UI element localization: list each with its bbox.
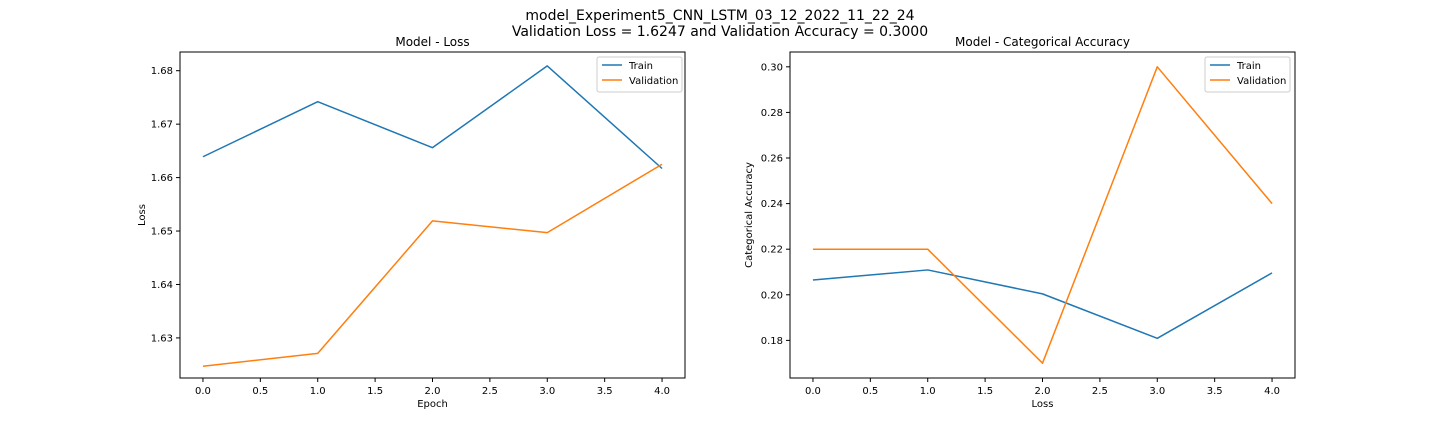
accuracy-chart-y-tick-label: 0.28 (761, 108, 783, 119)
accuracy-chart-y-tick-label: 0.30 (761, 62, 783, 73)
accuracy-chart-y-tick-label: 0.20 (761, 290, 783, 301)
accuracy-chart-x-tick-label: 3.5 (1207, 386, 1223, 397)
loss-chart-legend-train-label: Train (628, 61, 653, 72)
loss-chart-title: Model - Loss (395, 35, 469, 49)
loss-chart-x-tick-label: 2.0 (425, 386, 441, 397)
loss-chart-frame (179, 51, 686, 379)
loss-chart-y-tick-label: 1.66 (151, 173, 173, 184)
accuracy-chart-lines (812, 66, 1273, 364)
loss-chart-x-axis: 0.0 0.5 1.0 1.5 2.0 2.5 3.0 3.5 4.0 (195, 378, 670, 397)
figure-title-line2: Validation Loss = 1.6247 and Validation … (512, 24, 928, 40)
accuracy-chart-legend-validation-label: Validation (1237, 76, 1286, 87)
loss-chart-x-tick-label: 3.0 (539, 386, 555, 397)
loss-chart-x-tick-label: 4.0 (654, 386, 670, 397)
accuracy-chart-y-axis: 0.18 0.20 0.22 0.24 0.26 0.28 0.30 (761, 62, 790, 347)
loss-chart-y-tick-label: 1.68 (151, 66, 173, 77)
loss-chart-x-tick-label: 2.5 (482, 386, 498, 397)
loss-chart-ylabel: Loss (137, 204, 148, 226)
loss-chart-y-axis: 1.63 1.64 1.65 1.66 1.67 1.68 (151, 66, 180, 344)
accuracy-chart-x-tick-label: 2.5 (1092, 386, 1108, 397)
loss-chart-y-tick-label: 1.63 (151, 333, 173, 344)
accuracy-chart-legend-train-label: Train (1236, 61, 1261, 72)
loss-chart-xlabel: Epoch (417, 399, 448, 410)
accuracy-chart-x-tick-label: 0.5 (862, 386, 878, 397)
accuracy-chart-y-tick-label: 0.18 (761, 336, 783, 347)
accuracy-chart-frame (789, 51, 1296, 379)
loss-chart-x-tick-label: 3.5 (597, 386, 613, 397)
figure-title-line1: model_Experiment5_CNN_LSTM_03_12_2022_11… (525, 8, 914, 24)
loss-chart-x-tick-label: 1.0 (310, 386, 326, 397)
loss-chart-y-tick-label: 1.65 (151, 227, 173, 238)
loss-chart-legend-validation-label: Validation (629, 76, 678, 87)
accuracy-chart-y-tick-label: 0.26 (761, 154, 783, 165)
loss-chart-x-tick-label: 0.5 (252, 386, 268, 397)
accuracy-chart-series-validation-line (812, 66, 1273, 364)
loss-chart-x-tick-label: 1.5 (367, 386, 383, 397)
accuracy-chart-y-tick-label: 0.22 (761, 245, 783, 256)
loss-chart-lines (202, 65, 663, 367)
accuracy-chart: Model - Categorical Accuracy 0.0 0.5 1.0 1.… (744, 35, 1296, 410)
accuracy-chart-x-tick-label: 1.0 (920, 386, 936, 397)
loss-chart-y-tick-label: 1.67 (151, 120, 173, 131)
loss-chart: Model - Loss 0.0 0.5 1.0 1.5 2.0 2.5 3.0 3.5 4.0… (137, 35, 686, 410)
accuracy-chart-legend: Train Validation (1204, 56, 1291, 93)
loss-chart-series-train-line (202, 65, 663, 170)
accuracy-chart-x-tick-label: 2.0 (1035, 386, 1051, 397)
accuracy-chart-x-tick-label: 3.0 (1149, 386, 1165, 397)
loss-chart-x-tick-label: 0.0 (195, 386, 211, 397)
accuracy-chart-x-axis: 0.0 0.5 1.0 1.5 2.0 2.5 3.0 3.5 4.0 (805, 378, 1280, 397)
accuracy-chart-x-tick-label: 4.0 (1264, 386, 1280, 397)
accuracy-chart-series-train-line (812, 269, 1273, 340)
loss-chart-legend: Train Validation (596, 56, 683, 93)
accuracy-chart-x-tick-label: 1.5 (977, 386, 993, 397)
loss-chart-series-validation-line (202, 163, 663, 367)
accuracy-chart-xlabel: Loss (1032, 399, 1054, 410)
loss-chart-y-tick-label: 1.64 (151, 280, 173, 291)
accuracy-chart-y-tick-label: 0.24 (761, 199, 783, 210)
accuracy-chart-ylabel: Categorical Accuracy (744, 162, 755, 268)
accuracy-chart-x-tick-label: 0.0 (805, 386, 821, 397)
accuracy-chart-title: Model - Categorical Accuracy (955, 35, 1130, 49)
